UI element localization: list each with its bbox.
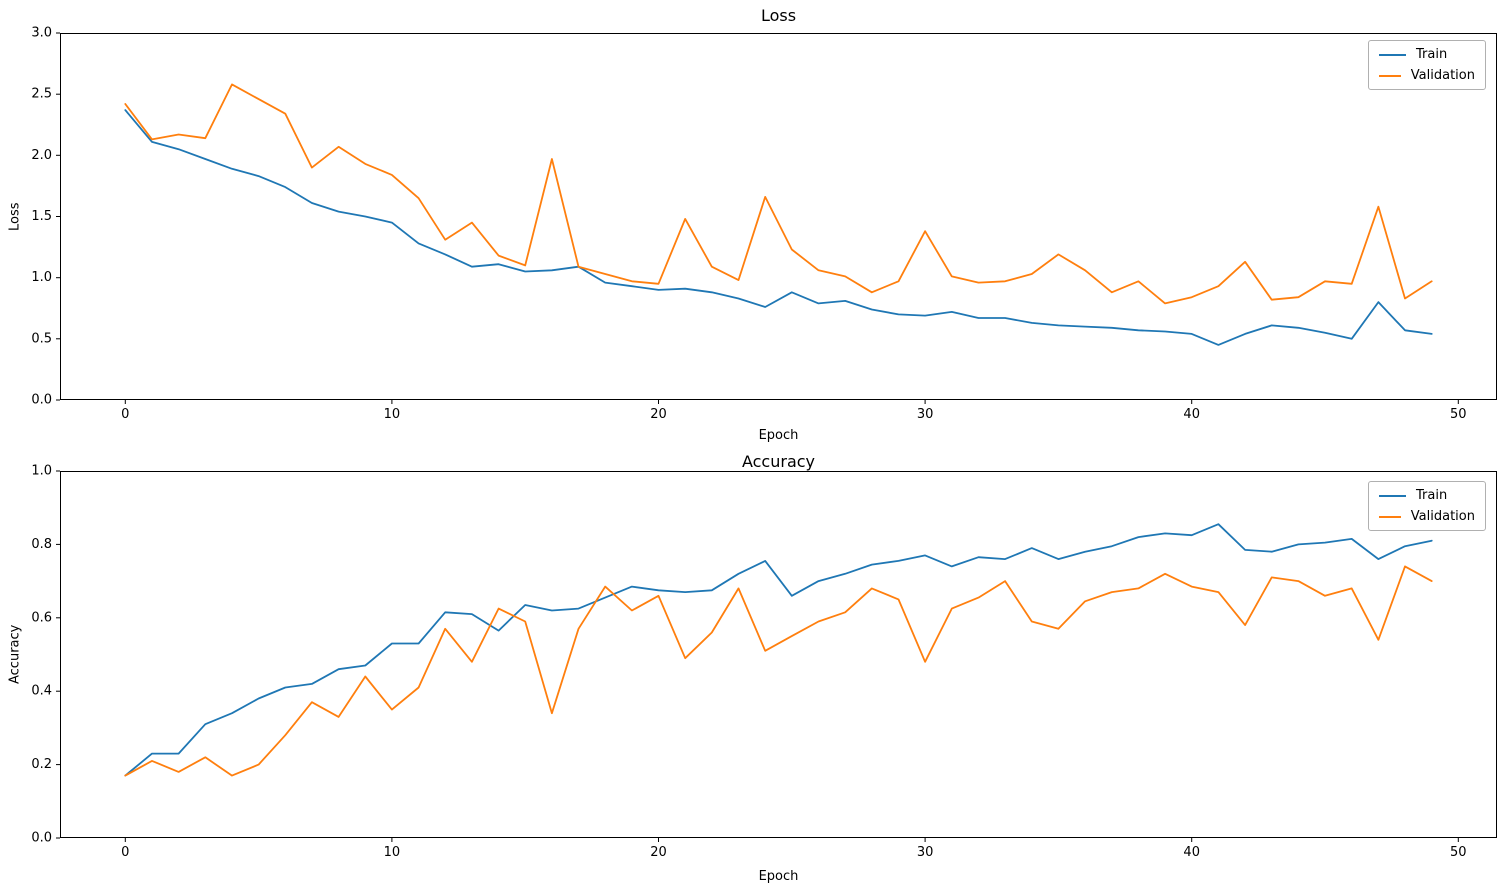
train-line [124,109,1433,346]
accuracy-plot-area: 0 10 20 30 40 50 0.0 0.2 0.4 0.6 0.8 1.0 [31,464,1497,860]
validation-line [124,565,1433,777]
loss-chart-title: Loss [760,6,797,25]
x-tick-label: 50 [1450,407,1467,422]
y-tick-label: 1.0 [31,270,52,285]
y-tick-label: 0.0 [31,831,52,846]
train-line-swatch [1379,494,1406,497]
x-tick-label: 20 [650,407,667,422]
y-tick-label: 1.5 [31,209,52,224]
y-tick-label: 3.0 [31,26,52,41]
legend-item-train: Train [1379,488,1475,503]
y-tick-label: 0.5 [31,331,52,346]
validation-line-swatch [1379,74,1401,77]
x-tick-label: 40 [1183,845,1200,860]
loss-y-axis-label: Loss [7,202,23,231]
x-tick-label: 20 [650,845,667,860]
y-tick-label: 0.4 [31,684,52,699]
loss-legend: Train Validation [1368,40,1486,90]
y-tick-label: 0.0 [31,393,52,408]
accuracy-chart-svg: 0 10 20 30 40 50 0.0 0.2 0.4 0.6 0.8 1.0 [31,464,1497,860]
y-tick-label: 2.5 [31,87,52,102]
legend-item-train: Train [1379,47,1475,62]
loss-plot-area: 0 10 20 30 40 50 0.0 0.5 1.0 1.5 2.0 2.5 3.0 [31,26,1497,422]
y-tick-label: 0.6 [31,610,52,625]
validation-line [124,83,1433,305]
x-tick-label: 10 [384,407,401,422]
loss-x-axis-label: Epoch [758,428,799,443]
legend-item-validation: Validation [1379,509,1475,524]
y-tick-label: 0.2 [31,757,52,772]
legend-label-validation: Validation [1410,68,1475,83]
validation-line-swatch [1379,515,1401,518]
train-line [124,523,1433,777]
legend-label-train: Train [1416,47,1448,62]
x-tick-label: 10 [384,845,401,860]
train-line-swatch [1379,53,1406,56]
accuracy-chart-title: Accuracy [741,452,816,471]
x-tick-label: 40 [1183,407,1200,422]
x-tick-label: 30 [917,845,934,860]
accuracy-x-axis-label: Epoch [758,869,799,884]
plot-border [60,471,1497,838]
legend-item-validation: Validation [1379,68,1475,83]
legend-label-validation: Validation [1410,509,1475,524]
plot-border [60,33,1497,400]
x-tick-label: 0 [121,407,129,422]
y-tick-label: 1.0 [31,464,52,479]
y-tick-label: 0.8 [31,537,52,552]
legend-label-train: Train [1416,488,1448,503]
x-tick-label: 0 [121,845,129,860]
y-tick-label: 2.0 [31,148,52,163]
loss-chart-svg: 0 10 20 30 40 50 0.0 0.5 1.0 1.5 2.0 2.5 3.0 [31,26,1497,422]
x-tick-label: 30 [917,407,934,422]
accuracy-legend: Train Validation [1368,481,1486,531]
accuracy-y-axis-label: Accuracy [7,624,23,685]
x-tick-label: 50 [1450,845,1467,860]
